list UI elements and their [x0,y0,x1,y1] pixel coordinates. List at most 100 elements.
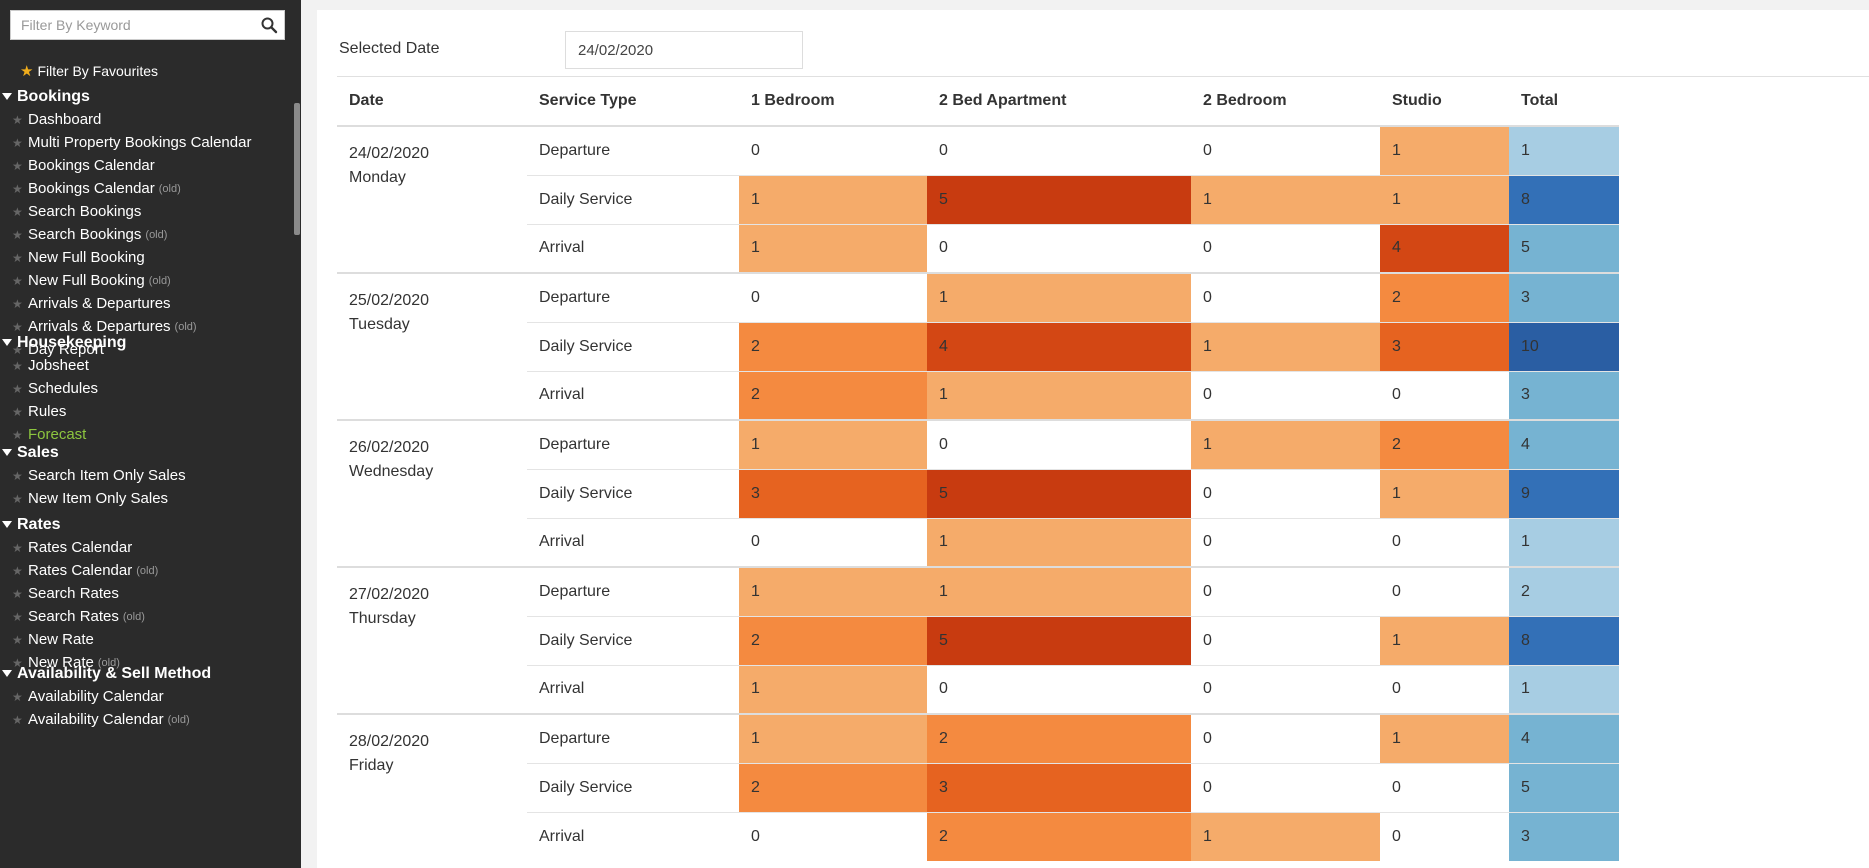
table-row: 24/02/2020 Monday Departure 0 0 0 1 1 [337,125,1619,273]
sidebar-item-rates-calendar[interactable]: ★ Rates Calendar [0,536,294,559]
service-type-cell: Departure [527,419,739,469]
total-cell: 5 [1509,223,1619,273]
value-cell: 1 [1191,321,1380,371]
sidebar-item-availability-calendar[interactable]: ★ Availability Calendar [0,685,294,708]
sidebar-item-availability-calendar-old[interactable]: ★ Availability Calendar (old) [0,708,294,731]
old-version-tag: (old) [136,564,159,577]
sidebar-item-label: New Item Only Sales [28,490,169,507]
sidebar-item-jobsheet[interactable]: ★ Jobsheet [0,354,294,377]
sidebar-scrollbar[interactable] [294,103,300,235]
table-row: Daily Service 2 5 0 1 8 [337,615,1619,665]
sidebar-item-search-item-only-sales[interactable]: ★ Search Item Only Sales [0,464,294,487]
favourite-star-icon[interactable]: ★ [12,563,23,578]
favourite-star-icon[interactable]: ★ [12,689,23,704]
favourite-star-icon[interactable]: ★ [12,491,23,506]
favourite-star-icon[interactable]: ★ [12,342,23,357]
section-title: Bookings [17,87,90,105]
value-cell: 1 [927,272,1191,322]
sidebar-item-label: Day Report [28,341,104,358]
favourite-star-icon[interactable]: ★ [12,250,23,265]
total-cell: 10 [1509,321,1619,371]
column-header: Studio [1380,76,1509,127]
favourite-star-icon[interactable]: ★ [12,609,23,624]
column-header: 2 Bedroom [1191,76,1380,127]
value-cell: 0 [739,811,927,861]
sidebar-item-new-item-only-sales[interactable]: ★ New Item Only Sales [0,487,294,510]
value-cell: 0 [1191,615,1380,665]
sidebar-item-day-report[interactable]: ★ Day Report [0,338,294,361]
sidebar-item-forecast[interactable]: ★ Forecast [0,423,294,446]
sidebar-item-label: Availability Calendar [28,711,164,728]
value-cell: 3 [1380,321,1509,371]
value-cell: 3 [927,762,1191,812]
value-cell: 1 [739,174,927,224]
sidebar-item-bookings-calendar-old[interactable]: ★ Bookings Calendar (old) [0,177,294,200]
caret-down-icon [2,521,12,528]
value-cell: 0 [1191,223,1380,273]
sidebar-item-rules[interactable]: ★ Rules [0,400,294,423]
favourite-star-icon[interactable]: ★ [12,381,23,396]
section-toggle-bookings[interactable]: Bookings [0,85,294,108]
selected-date-input[interactable] [565,31,803,69]
day-weekday: Friday [349,757,394,774]
favourite-star-icon[interactable]: ★ [12,655,23,670]
sidebar-item-search-rates[interactable]: ★ Search Rates [0,582,294,605]
sidebar-item-label: New Full Booking [28,272,145,289]
sidebar-item-arrivals-departures-old[interactable]: ★ Arrivals & Departures (old) [0,315,294,338]
sidebar-item-bookings-calendar[interactable]: ★ Bookings Calendar [0,154,294,177]
sidebar-item-schedules[interactable]: ★ Schedules [0,377,294,400]
favourite-star-icon[interactable]: ★ [12,712,23,727]
favourite-star-icon[interactable]: ★ [12,586,23,601]
sidebar-item-search-bookings-old[interactable]: ★ Search Bookings (old) [0,223,294,246]
favourite-star-icon[interactable]: ★ [12,204,23,219]
filter-favourites-link[interactable]: ★ Filter By Favourites [20,62,158,80]
nav-section-bookings: Bookings ★ Dashboard ★ Multi Property Bookin… [0,85,294,361]
favourite-star-icon[interactable]: ★ [12,404,23,419]
favourite-star-icon[interactable]: ★ [12,540,23,555]
sidebar-item-rates-calendar-old[interactable]: ★ Rates Calendar (old) [0,559,294,582]
favourite-star-icon[interactable]: ★ [12,158,23,173]
favourite-star-icon[interactable]: ★ [12,319,23,334]
favourite-star-icon[interactable]: ★ [12,135,23,150]
value-cell: 2 [1380,272,1509,322]
service-type-cell: Departure [527,566,739,616]
section-toggle-rates[interactable]: Rates [0,513,294,536]
keyword-filter-input[interactable] [11,11,249,39]
section-title: Sales [17,443,59,461]
favourite-star-icon[interactable]: ★ [12,227,23,242]
sidebar-item-multi-property-bookings-calendar[interactable]: ★ Multi Property Bookings Calendar [0,131,294,154]
service-type-cell: Departure [527,272,739,322]
day-date: 27/02/2020 [349,586,430,603]
favourite-star-icon[interactable]: ★ [12,632,23,647]
value-cell: 0 [1380,811,1509,861]
section-toggle-sales[interactable]: Sales [0,441,294,464]
section-toggle-availability-sell-method[interactable]: Availability & Sell Method [0,662,294,685]
search-icon[interactable] [260,16,278,34]
favourite-star-icon[interactable]: ★ [12,296,23,311]
sidebar-item-dashboard[interactable]: ★ Dashboard [0,108,294,131]
nav-section-sales: Sales ★ Search Item Only Sales ★ New Item On… [0,441,294,510]
favourite-star-icon[interactable]: ★ [12,181,23,196]
favourite-star-icon[interactable]: ★ [12,358,23,373]
favourite-star-icon[interactable]: ★ [12,427,23,442]
table-header-row: Date Service Type 1 Bedroom 2 Bed Apartment… [337,76,1619,127]
sidebar-item-search-bookings[interactable]: ★ Search Bookings [0,200,294,223]
total-cell: 1 [1509,125,1619,175]
sidebar-item-label: New Rate [28,654,94,671]
sidebar-item-arrivals-departures[interactable]: ★ Arrivals & Departures [0,292,294,315]
table-row: 26/02/2020 Wednesday Departure 1 0 1 2 4 [337,419,1619,567]
sidebar-item-new-full-booking[interactable]: ★ New Full Booking [0,246,294,269]
total-cell: 1 [1509,664,1619,714]
sidebar-item-new-rate[interactable]: ★ New Rate [0,628,294,651]
table-row: Arrival 1 0 0 0 1 [337,664,1619,714]
favourite-star-icon[interactable]: ★ [12,112,23,127]
sidebar-item-new-full-booking-old[interactable]: ★ New Full Booking (old) [0,269,294,292]
section-toggle-housekeeping[interactable]: Housekeeping [0,331,294,354]
total-cell: 8 [1509,174,1619,224]
sidebar-item-search-rates-old[interactable]: ★ Search Rates (old) [0,605,294,628]
favourite-star-icon[interactable]: ★ [12,273,23,288]
favourite-star-icon[interactable]: ★ [12,468,23,483]
value-cell: 1 [1191,174,1380,224]
sidebar-item-new-rate-old[interactable]: ★ New Rate (old) [0,651,294,674]
value-cell: 0 [927,223,1191,273]
